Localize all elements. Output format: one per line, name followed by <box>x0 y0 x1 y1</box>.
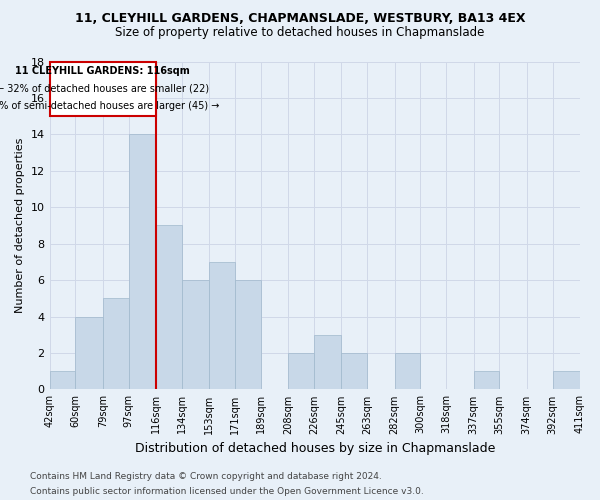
Bar <box>76 316 103 390</box>
Bar <box>314 335 341 390</box>
Text: Size of property relative to detached houses in Chapmanslade: Size of property relative to detached ho… <box>115 26 485 39</box>
Bar <box>235 280 261 390</box>
Bar <box>553 371 580 390</box>
Bar <box>103 298 128 390</box>
Y-axis label: Number of detached properties: Number of detached properties <box>15 138 25 313</box>
Bar <box>473 371 499 390</box>
Bar <box>341 353 367 390</box>
X-axis label: Distribution of detached houses by size in Chapmanslade: Distribution of detached houses by size … <box>134 442 495 455</box>
Text: Contains public sector information licensed under the Open Government Licence v3: Contains public sector information licen… <box>30 487 424 496</box>
Text: 66% of semi-detached houses are larger (45) →: 66% of semi-detached houses are larger (… <box>0 102 219 112</box>
Text: Contains HM Land Registry data © Crown copyright and database right 2024.: Contains HM Land Registry data © Crown c… <box>30 472 382 481</box>
Bar <box>50 62 156 116</box>
Bar <box>128 134 156 390</box>
Bar <box>209 262 235 390</box>
Text: 11, CLEYHILL GARDENS, CHAPMANSLADE, WESTBURY, BA13 4EX: 11, CLEYHILL GARDENS, CHAPMANSLADE, WEST… <box>75 12 525 26</box>
Bar <box>395 353 421 390</box>
Bar <box>288 353 314 390</box>
Text: 11 CLEYHILL GARDENS: 116sqm: 11 CLEYHILL GARDENS: 116sqm <box>16 66 190 76</box>
Text: ← 32% of detached houses are smaller (22): ← 32% of detached houses are smaller (22… <box>0 84 209 94</box>
Bar <box>182 280 209 390</box>
Bar <box>156 226 182 390</box>
Bar <box>50 371 76 390</box>
